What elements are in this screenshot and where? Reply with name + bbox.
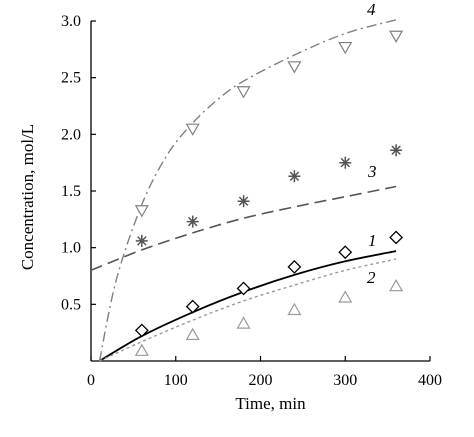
y-tick-label: 1.5 bbox=[61, 183, 81, 200]
x-tick-label: 200 bbox=[249, 372, 273, 389]
y-tick-label: 3.0 bbox=[61, 13, 81, 30]
y-tick-label: 2.5 bbox=[61, 70, 81, 87]
marker-series-2 bbox=[287, 302, 302, 316]
fit-curve-2 bbox=[99, 258, 397, 362]
marker-series-2 bbox=[236, 316, 251, 329]
marker-series-1 bbox=[236, 281, 251, 296]
x-tick-label: 400 bbox=[418, 372, 442, 389]
axes: 0 100 200 300 400 0.5 1.0 1.5 2.0 2.5 3.0 bbox=[61, 13, 442, 389]
marker-series-4 bbox=[389, 30, 404, 43]
marker-series-3 bbox=[288, 170, 301, 183]
marker-series-1 bbox=[134, 323, 149, 338]
x-tick-label: 100 bbox=[164, 372, 188, 389]
marker-series-3 bbox=[390, 144, 403, 157]
labels: Time, min Concentration, mol/L 1 2 3 4 bbox=[18, 0, 377, 413]
y-tick-label: 0.5 bbox=[61, 296, 81, 313]
marker-series-3 bbox=[186, 215, 199, 228]
fit-curve-3 bbox=[90, 185, 397, 272]
marker-series-1 bbox=[185, 299, 200, 314]
marker-series-4 bbox=[185, 123, 200, 136]
fit-curves bbox=[90, 19, 397, 362]
x-tick-label: 300 bbox=[333, 372, 357, 389]
marker-series-3 bbox=[237, 195, 250, 208]
data-markers bbox=[134, 30, 404, 356]
marker-series-3 bbox=[135, 234, 148, 247]
y-tick-label: 2.0 bbox=[61, 126, 81, 143]
marker-series-1 bbox=[338, 245, 353, 260]
marker-series-4 bbox=[134, 205, 149, 218]
marker-series-3 bbox=[339, 156, 352, 169]
y-tick-label: 1.0 bbox=[61, 240, 81, 257]
curve-label-3: 3 bbox=[367, 162, 377, 181]
y-axis-title: Concentration, mol/L bbox=[18, 124, 37, 270]
marker-series-2 bbox=[134, 343, 149, 356]
marker-series-4 bbox=[236, 86, 251, 99]
marker-series-1 bbox=[389, 230, 404, 245]
curve-label-4: 4 bbox=[367, 0, 376, 19]
marker-series-2 bbox=[389, 278, 404, 292]
marker-series-4 bbox=[338, 41, 353, 55]
marker-series-2 bbox=[185, 327, 200, 341]
marker-series-2 bbox=[338, 290, 353, 303]
fit-curve-4 bbox=[98, 19, 397, 362]
fit-curve-1 bbox=[99, 250, 397, 362]
x-tick-label: 0 bbox=[87, 372, 95, 389]
marker-series-1 bbox=[287, 260, 302, 274]
curve-label-2: 2 bbox=[367, 268, 376, 287]
marker-series-4 bbox=[287, 61, 302, 74]
curve-label-1: 1 bbox=[368, 231, 377, 250]
x-axis-title: Time, min bbox=[235, 394, 306, 413]
